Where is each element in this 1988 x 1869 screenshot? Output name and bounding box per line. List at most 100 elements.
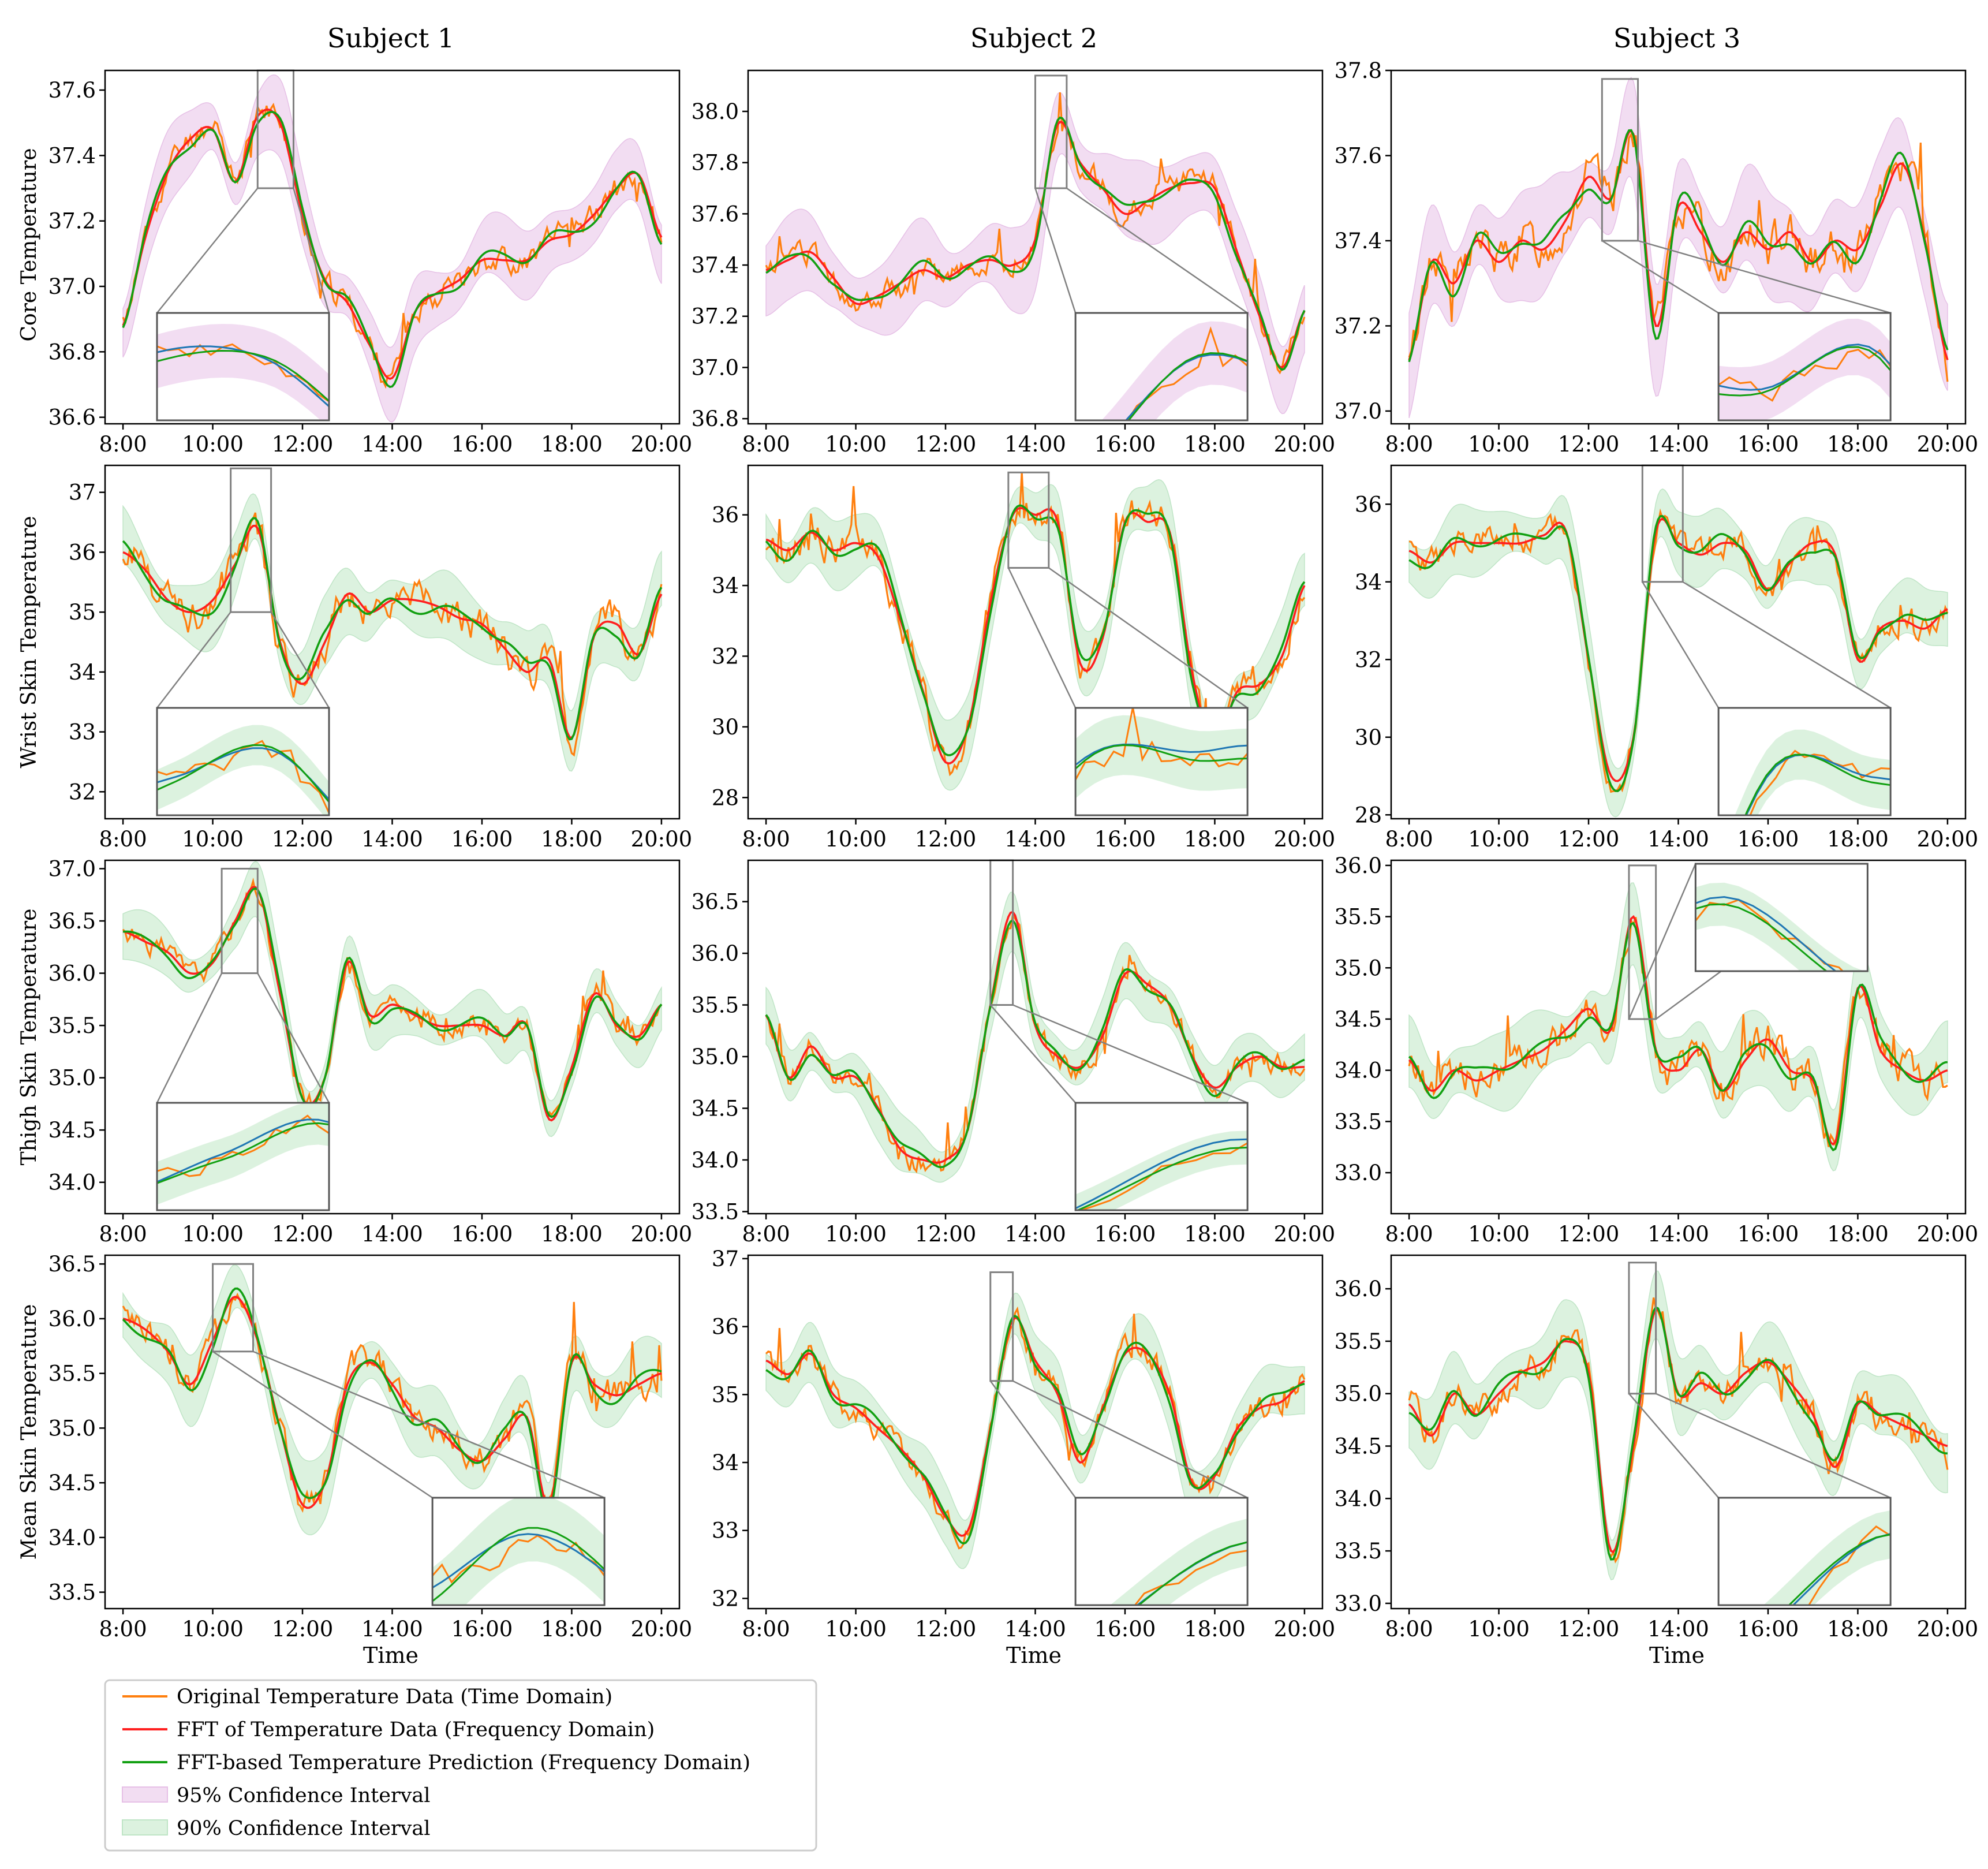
- x-tick-label: 20:00: [1917, 1222, 1979, 1247]
- y-tick-label: 36.5: [48, 909, 96, 934]
- legend-label-fft: FFT of Temperature Data (Frequency Domai…: [177, 1718, 655, 1741]
- series-prediction: [1408, 129, 1949, 363]
- x-tick-label: 18:00: [1184, 1222, 1246, 1247]
- zoom-inset-frame: [431, 1497, 606, 1606]
- series-fft: [1408, 129, 1949, 361]
- y-tick-label: 36.0: [48, 961, 96, 986]
- inset-series-original: [1718, 348, 1891, 402]
- x-tick-label: 12:00: [915, 432, 977, 457]
- y-tick-label: 36.0: [692, 941, 739, 966]
- y-tick-label: 35.0: [48, 1416, 96, 1441]
- x-tick-label: 20:00: [1917, 827, 1979, 852]
- zoom-inset: [431, 1497, 606, 1606]
- series-prediction: [123, 887, 663, 1118]
- y-tick-label: 36.0: [48, 1307, 96, 1331]
- x-tick-label: 8:00: [99, 1617, 147, 1642]
- x-tick-label: 12:00: [1558, 827, 1620, 852]
- series-fft: [765, 1316, 1305, 1537]
- zoom-connector: [1012, 1380, 1248, 1499]
- inset-series-prediction: [1137, 1541, 1248, 1605]
- x-tick-label: 18:00: [541, 1617, 603, 1642]
- y-tick-label: 37.4: [692, 253, 739, 278]
- zoom-region-box: [212, 1263, 255, 1353]
- y-tick-label: 33.0: [1335, 1591, 1382, 1616]
- y-tick-label: 35.0: [48, 1066, 96, 1091]
- x-tick-label: 16:00: [1094, 827, 1156, 852]
- legend-frame: [104, 1679, 817, 1852]
- legend-label-ci90: 90% Confidence Interval: [177, 1817, 430, 1840]
- x-tick-label: 20:00: [631, 432, 693, 457]
- x-tick-label: 20:00: [1274, 432, 1336, 457]
- zoom-connector: [1034, 188, 1077, 314]
- series-prediction: [765, 116, 1306, 371]
- y-tick-label: 33.5: [1335, 1539, 1382, 1564]
- zoom-inset: [1694, 863, 1869, 972]
- x-tick-label: 12:00: [272, 432, 334, 457]
- inset-series-fit: [157, 1118, 329, 1183]
- x-tick-label: 14:00: [1004, 1617, 1066, 1642]
- panel-r3-c3: 33.0 33.5 34.0 34.5 35.0 35.5 36.0 8:00 10:00 12:…: [1335, 853, 1979, 1247]
- x-tick-label: 8:00: [1385, 1222, 1433, 1247]
- zoom-inset-frame: [156, 1102, 330, 1211]
- inset-ci-band: [1735, 729, 1891, 815]
- series-original: [1408, 1297, 1949, 1564]
- zoom-connector: [1048, 567, 1248, 709]
- x-tick-label: 18:00: [541, 1222, 603, 1247]
- xlabel-subject-2: Time: [1006, 1643, 1062, 1668]
- row-label-wrist: Wrist Skin Temperature: [17, 516, 41, 769]
- inset-series-original: [1695, 898, 1844, 971]
- zoom-inset-frame: [156, 707, 330, 816]
- x-tick-label: 16:00: [451, 432, 513, 457]
- y-tick-label: 37.2: [692, 304, 739, 329]
- y-tick-label: 36.8: [692, 406, 739, 431]
- inset-series-prediction: [1695, 903, 1828, 971]
- inset-series-fit: [1075, 743, 1248, 766]
- inset-ci-band: [432, 1498, 605, 1605]
- zoom-connector: [1601, 240, 1719, 314]
- ci-band-90: [765, 1292, 1305, 1569]
- y-tick-label: 34.5: [1335, 1434, 1382, 1459]
- y-tick-label: 35.0: [692, 1044, 739, 1069]
- panel-r3-c1: 34.0 34.5 35.0 35.5 36.0 36.5 37.0 8:00 10:00 12:…: [48, 856, 693, 1247]
- zoom-connector: [156, 611, 231, 708]
- x-tick-label: 14:00: [361, 432, 423, 457]
- y-tick-label: 37: [712, 1247, 739, 1271]
- inset-series-original: [1075, 708, 1248, 781]
- x-tick-label: 16:00: [451, 827, 513, 852]
- subject-title-2: Subject 2: [970, 23, 1097, 54]
- inset-ci-band: [157, 725, 329, 815]
- x-tick-label: 14:00: [1647, 1617, 1709, 1642]
- x-tick-label: 10:00: [182, 1617, 244, 1642]
- zoom-connector: [1638, 240, 1891, 314]
- y-tick-label: 36: [712, 503, 739, 528]
- x-tick-label: 20:00: [631, 1222, 693, 1247]
- xlabel-subject-1: Time: [363, 1643, 418, 1668]
- inset-series-original: [1749, 749, 1891, 815]
- zoom-inset: [1074, 1102, 1249, 1211]
- x-tick-label: 12:00: [272, 1222, 334, 1247]
- x-tick-label: 18:00: [1827, 827, 1889, 852]
- inset-ci-band: [157, 1103, 329, 1205]
- row-label-mean: Mean Skin Temperature: [17, 1304, 41, 1560]
- zoom-inset: [1074, 1497, 1249, 1606]
- series-fft: [1408, 517, 1948, 782]
- x-tick-label: 12:00: [1558, 432, 1620, 457]
- y-tick-label: 30: [1355, 725, 1382, 750]
- x-tick-label: 10:00: [1468, 827, 1530, 852]
- zoom-connector: [1012, 1004, 1248, 1104]
- y-tick-label: 28: [712, 785, 739, 810]
- zoom-region-box: [989, 1271, 1014, 1382]
- zoom-region-box: [1034, 74, 1068, 189]
- y-tick-label: 32: [712, 1586, 739, 1611]
- x-tick-label: 18:00: [1184, 827, 1246, 852]
- x-tick-label: 20:00: [1274, 1617, 1336, 1642]
- zoom-inset: [1074, 312, 1249, 421]
- zoom-inset: [1717, 707, 1892, 816]
- y-tick-label: 37.0: [692, 355, 739, 380]
- x-tick-label: 10:00: [825, 827, 887, 852]
- panel-r2-c2: 28 30 32 34 36 8:00 10:00 12:00 14:00 16:00 18:00 2…: [712, 464, 1335, 852]
- series-fft: [765, 121, 1306, 369]
- zoom-region-box: [1007, 471, 1050, 569]
- y-tick-label: 35.5: [48, 1013, 96, 1038]
- zoom-inset: [1074, 707, 1249, 816]
